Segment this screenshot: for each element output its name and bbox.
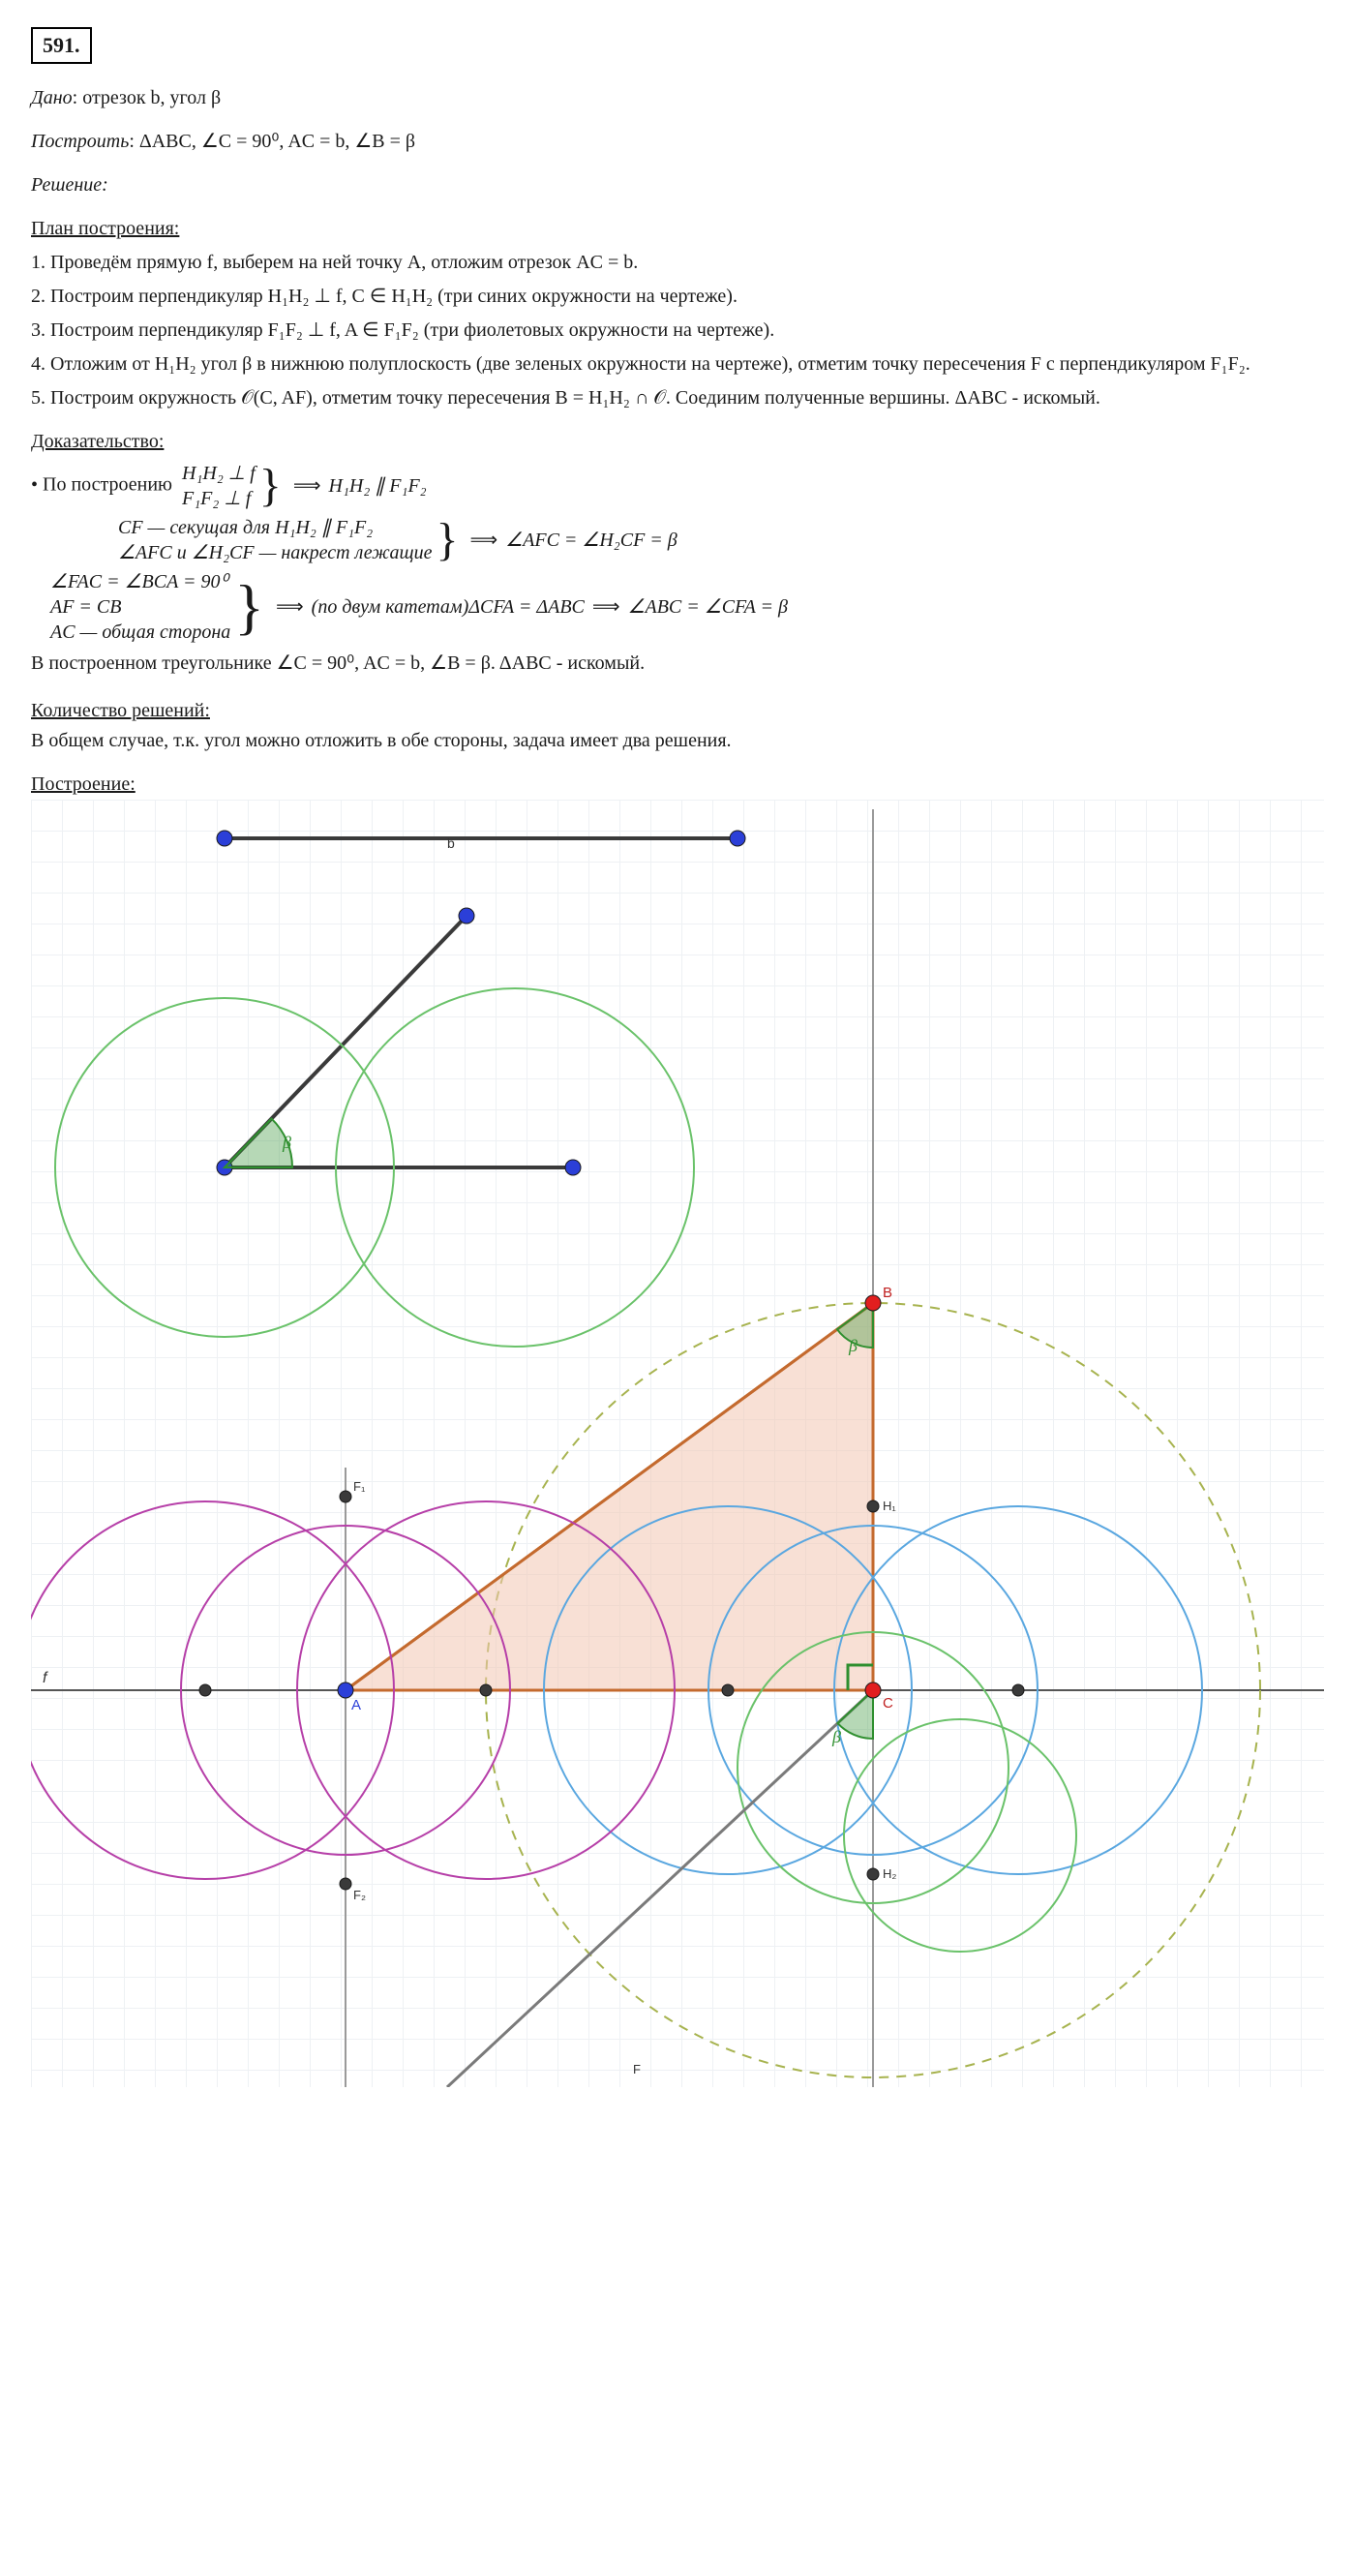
given-block: Дано: отрезок b, угол β: [31, 83, 1324, 113]
brace-1: }: [259, 463, 282, 509]
proof-intro: По построению: [43, 474, 172, 496]
svg-text:H₂: H₂: [883, 1866, 896, 1881]
construction-block: Построение: b β f β β A C B H₁ H₂ F₁ F₂ F: [31, 770, 1324, 2087]
svg-text:β: β: [848, 1336, 858, 1355]
step-2: 2. Построим перпендикуляр H₁H₂ ⊥ f, C ∈ …: [31, 282, 1324, 312]
svg-text:A: A: [351, 1697, 361, 1713]
step-4: 4. Отложим от H₁H₂ угол β в нижнюю полуп…: [31, 349, 1324, 379]
implies-2: ⟹: [470, 526, 498, 556]
proof-line-3: ∠FAC = ∠BCA = 90⁰ AF = CB AC — общая сто…: [50, 569, 1324, 645]
build-block: Построить: ΔABC, ∠C = 90⁰, AC = b, ∠B = …: [31, 127, 1324, 157]
premise-3c: AC — общая сторона: [50, 620, 230, 645]
step-1: 1. Проведём прямую f, выберем на ней точ…: [31, 248, 1324, 278]
premise-3a: ∠FAC = ∠BCA = 90⁰: [50, 569, 227, 594]
problem-number-text: 591: [43, 33, 75, 57]
construction-grid: b β f β β A C B H₁ H₂ F₁ F₂ F: [31, 800, 1324, 2087]
build-label: Построить: [31, 131, 129, 152]
svg-text:β: β: [831, 1727, 841, 1746]
proof-label: Доказательство:: [31, 427, 1324, 457]
count-block: Количество решений: В общем случае, т.к.…: [31, 696, 1324, 756]
plan-block: План построения: 1. Проведём прямую f, в…: [31, 214, 1324, 413]
svg-text:C: C: [883, 1695, 893, 1712]
plan-label: План построения:: [31, 214, 1324, 244]
problem-number: 591.: [31, 27, 92, 64]
implies-3a: ⟹: [276, 592, 304, 622]
proof-final: В построенном треугольнике ∠C = 90⁰, AC …: [31, 649, 1324, 679]
build-text: : ΔABC, ∠C = 90⁰, AC = b, ∠B = β: [129, 131, 415, 152]
premise-3b: AF = CB: [50, 594, 122, 620]
svg-text:β: β: [282, 1133, 291, 1152]
construction-label: Построение:: [31, 770, 1324, 800]
svg-text:B: B: [883, 1285, 892, 1301]
premise-2b: ∠AFC и ∠H₂CF — накрест лежащие: [118, 540, 433, 565]
step-5: 5. Построим окружность 𝒪(C, AF), отметим…: [31, 383, 1324, 413]
proof-line-2: CF — секущая для H₁H₂ ∥ F₁F₂ ∠AFC и ∠H₂C…: [118, 515, 1324, 565]
implies-1: ⟹: [293, 471, 321, 501]
construction-svg: b β f β β A C B H₁ H₂ F₁ F₂ F: [31, 800, 1324, 2087]
count-label: Количество решений:: [31, 696, 1324, 726]
premise-1a: H₁H₂ ⊥ f: [182, 461, 256, 486]
premise-1b: F₁F₂ ⊥ f: [182, 486, 251, 511]
proof-line-1: По построению H₁H₂ ⊥ f F₁F₂ ⊥ f } ⟹ H₁H₂…: [31, 461, 1324, 511]
solution-label: Решение:: [31, 174, 108, 196]
svg-text:F₁: F₁: [353, 1479, 366, 1494]
svg-text:b: b: [447, 835, 455, 851]
solution-label-block: Решение:: [31, 170, 1324, 200]
conclusion-2: ∠AFC = ∠H₂CF = β: [505, 526, 678, 556]
implies-3b: ⟹: [592, 592, 620, 622]
brace-2: }: [437, 517, 459, 563]
count-text: В общем случае, т.к. угол можно отложить…: [31, 726, 1324, 756]
conclusion-3a: (по двум катетам)ΔCFA = ΔABC: [312, 592, 585, 622]
svg-text:F₂: F₂: [353, 1888, 366, 1902]
conclusion-3b: ∠ABC = ∠CFA = β: [628, 592, 788, 622]
given-label: Дано: [31, 87, 73, 108]
brace-3: }: [234, 576, 264, 638]
svg-text:H₁: H₁: [883, 1499, 896, 1513]
conclusion-1: H₁H₂ ∥ F₁F₂: [329, 471, 427, 501]
svg-text:f: f: [43, 1670, 48, 1686]
given-text: : отрезок b, угол β: [73, 87, 222, 108]
svg-text:F: F: [633, 2062, 641, 2076]
step-3: 3. Построим перпендикуляр F₁F₂ ⊥ f, A ∈ …: [31, 316, 1324, 346]
premise-2a: CF — секущая для H₁H₂ ∥ F₁F₂: [118, 515, 373, 540]
proof-block: Доказательство: По построению H₁H₂ ⊥ f F…: [31, 427, 1324, 679]
